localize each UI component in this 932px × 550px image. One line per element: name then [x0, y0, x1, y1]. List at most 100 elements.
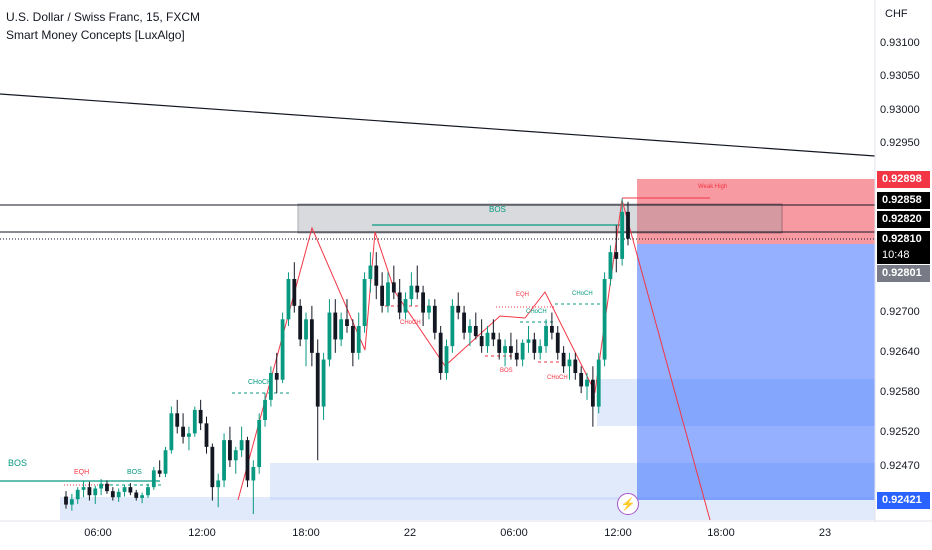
- candle-body: [409, 285, 414, 300]
- candle-body: [105, 483, 109, 492]
- trendline: [0, 93, 876, 157]
- candle-body: [146, 487, 150, 496]
- candle-body: [192, 409, 197, 434]
- candle-body: [198, 409, 203, 424]
- price-tag: 0.92858: [877, 192, 930, 209]
- price-label: 0.93000: [880, 104, 920, 116]
- price-tag: 0.92820: [877, 211, 930, 228]
- candle-body: [532, 339, 537, 353]
- price-label: 0.92520: [880, 426, 920, 438]
- candle-body: [468, 326, 472, 333]
- stop-price-tag: 0.92898: [877, 171, 930, 188]
- candle-body: [561, 352, 566, 367]
- candle-body: [64, 496, 68, 505]
- candle-body: [626, 211, 630, 239]
- candle-body: [93, 488, 98, 496]
- candle-body: [315, 352, 320, 407]
- symbol-title: U.S. Dollar / Swiss Franc, 15, FXCM: [6, 10, 201, 24]
- candle-body: [544, 326, 548, 347]
- candle-body: [304, 319, 308, 340]
- candle-body: [163, 450, 168, 474]
- price-label: 0.92950: [880, 137, 920, 149]
- bos-low-label: BOS: [500, 368, 513, 374]
- choch-mid-label: CHoCH: [526, 309, 547, 315]
- lightning-icon[interactable]: ⚡: [617, 493, 639, 515]
- candle-body: [374, 265, 379, 286]
- candle-body: [509, 346, 513, 353]
- candle-body: [257, 420, 262, 467]
- candle-body: [222, 440, 226, 481]
- candle-body: [151, 470, 156, 488]
- candle-body: [157, 470, 162, 474]
- candle-body: [228, 440, 232, 461]
- candle-body: [590, 379, 595, 407]
- candle-body: [368, 265, 373, 279]
- candle-body: [585, 379, 589, 387]
- candle-body: [286, 279, 291, 320]
- candle-body: [485, 332, 490, 347]
- candle-body: [187, 433, 191, 437]
- time-label: 12:00: [604, 527, 632, 539]
- candle-body: [134, 492, 139, 498]
- bos-label-small: BOS: [127, 469, 142, 476]
- candle-body: [549, 326, 554, 333]
- candle-body: [473, 326, 478, 337]
- price-label: 0.93100: [880, 37, 920, 49]
- candle-body: [391, 282, 396, 293]
- candle-body: [175, 413, 180, 427]
- candle-body: [245, 440, 250, 481]
- time-label: 23: [818, 527, 832, 539]
- price-label: 0.92700: [880, 306, 920, 318]
- candle-body: [216, 480, 221, 488]
- candle-body: [274, 373, 279, 380]
- time-label: 12:00: [188, 527, 216, 539]
- candle-body: [427, 305, 431, 313]
- candle-body: [69, 499, 74, 505]
- candle-body: [514, 352, 519, 360]
- candle-body: [602, 279, 607, 360]
- candle-body: [380, 285, 385, 306]
- bos-label-left: BOS: [8, 458, 27, 468]
- time-label: 18:00: [707, 527, 735, 539]
- candle-body: [567, 359, 572, 367]
- candle-body: [292, 279, 297, 306]
- time-label: 18:00: [292, 527, 320, 539]
- choch-low-label: CHoCH: [547, 375, 568, 381]
- candle-body: [345, 319, 349, 326]
- price-label: 0.92470: [880, 460, 920, 472]
- target-price-tag: 0.92421: [877, 492, 930, 509]
- eqh-label-left: EQH: [74, 469, 89, 476]
- candle-body: [421, 292, 426, 313]
- candle-body: [386, 282, 390, 306]
- last-price-tag: 0.92810: [877, 231, 930, 248]
- candle-body: [444, 346, 449, 373]
- candle-body: [491, 332, 496, 340]
- candle-body: [456, 305, 461, 313]
- candle-body: [321, 359, 326, 407]
- candle-body: [579, 373, 584, 387]
- candle-body: [520, 342, 525, 360]
- candle-body: [397, 292, 402, 313]
- candle-body: [87, 487, 92, 496]
- candle-body: [497, 339, 502, 353]
- candle-body: [538, 346, 543, 353]
- candle-body: [432, 305, 437, 333]
- candle-body: [140, 495, 145, 498]
- indicator-title: Smart Money Concepts [LuxAlgo]: [6, 28, 185, 42]
- candle-body: [462, 312, 466, 333]
- candle-body: [555, 332, 560, 353]
- candle-body: [116, 491, 121, 498]
- candle-body: [169, 413, 174, 451]
- candle-body: [263, 399, 267, 420]
- choch-label-1: CHoCH: [248, 379, 272, 386]
- time-label: 06:00: [84, 527, 112, 539]
- candle-body: [99, 483, 104, 489]
- candle-body: [350, 326, 355, 353]
- candle-body: [362, 279, 367, 326]
- bos-label-top: BOS: [489, 205, 506, 214]
- candle-body: [122, 487, 127, 492]
- short-position-target-zone: [637, 244, 875, 500]
- candle-body: [526, 339, 531, 343]
- choch-red-label: CHoCH: [400, 320, 421, 326]
